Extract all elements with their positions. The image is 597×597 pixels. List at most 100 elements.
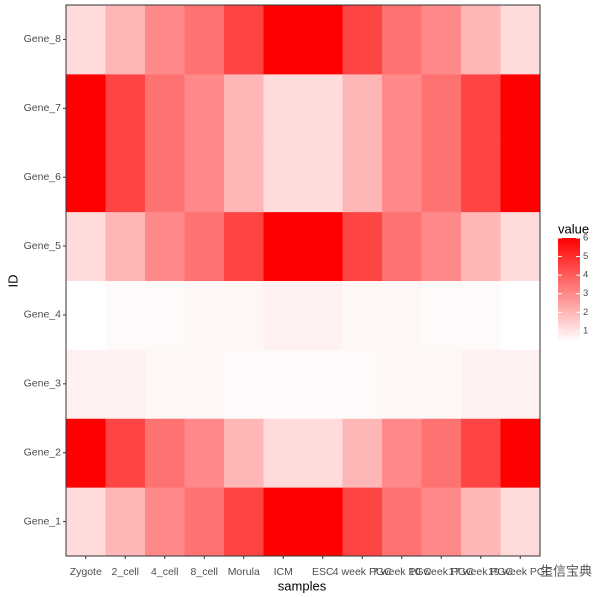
heat-cell [145,5,185,75]
heat-cell [105,73,146,144]
heat-cell [421,211,462,281]
heat-cell [224,142,264,213]
colorbar-tick-label: 2 [583,307,588,318]
y-tick-label: Gene_2 [24,446,62,458]
heat-cell [145,349,185,419]
heat-cell [500,349,541,419]
heat-cell [224,487,264,557]
heat-cell [421,418,462,488]
heat-cell [461,5,501,75]
heat-cell [461,211,501,281]
x-tick-label: Zygote [70,566,102,578]
heat-cell [382,73,422,144]
heat-cell [105,487,146,557]
heat-cell [105,280,146,350]
heat-cell [303,280,343,350]
heat-cell [342,418,383,488]
heat-cell [342,211,383,281]
heat-cell [382,211,422,281]
heat-cell [421,5,462,75]
y-tick-label: Gene_3 [24,378,62,390]
heat-cell [263,349,304,419]
heat-cell [303,5,343,75]
heat-cell [184,211,225,281]
x-tick-label: 7 week PGC [372,566,431,578]
heat-cell [224,418,264,488]
heat-cell [145,418,185,488]
x-tick-label: 4_cell [151,566,178,578]
heat-cell [500,73,541,144]
heat-cell [421,142,462,213]
heat-cell [421,280,462,350]
heat-cell [342,280,383,350]
heat-cell [66,418,106,488]
heat-cell [342,5,383,75]
heat-cell [66,280,106,350]
colorbar-tick-label: 6 [583,233,588,244]
y-tick-label: Gene_8 [24,33,62,45]
heat-cell [500,142,541,213]
heat-cell [382,5,422,75]
heat-cell [105,211,146,281]
x-tick-label: ICM [274,566,293,578]
heat-cell [66,349,106,419]
heat-cell [461,142,501,213]
heat-cell [263,280,304,350]
x-tick-label: 4 week PGC [333,566,392,578]
heat-cell [500,487,541,557]
heat-cell [461,418,501,488]
heat-cell [66,487,106,557]
heat-cell [382,280,422,350]
heat-cell [224,280,264,350]
colorbar [558,238,580,342]
legend-title: value [558,221,589,236]
heat-cell [382,142,422,213]
heat-cell [184,487,225,557]
heat-cell [224,349,264,419]
colorbar-tick-label: 4 [583,270,588,281]
heat-cell [145,280,185,350]
heat-cell [263,418,304,488]
heat-cell [105,142,146,213]
heat-cell [184,73,225,144]
heat-cell [421,73,462,144]
heat-cell [66,5,106,75]
heat-cell [303,349,343,419]
x-tick-label: 10 week PGC [409,566,474,578]
x-axis-label: samples [278,578,327,593]
x-tick-label: 8_cell [191,566,218,578]
y-tick-label: Gene_5 [24,240,62,252]
heat-cell [105,5,146,75]
heat-cell [263,5,304,75]
heat-cell [303,73,343,144]
y-axis-label: ID [5,275,20,288]
heat-cell [500,418,541,488]
heat-cell [263,487,304,557]
y-tick-label: Gene_1 [24,515,62,527]
heat-cell [421,349,462,419]
heat-cell [184,418,225,488]
y-tick-label: Gene_7 [24,102,62,114]
heat-cell [224,5,264,75]
heat-cell [303,142,343,213]
x-tick-label: 19 week PGC [488,566,553,578]
heat-cell [500,211,541,281]
watermark: 生信宝典 [540,563,592,578]
y-tick-label: Gene_4 [24,309,62,321]
heat-cell [66,142,106,213]
heat-cell [461,349,501,419]
x-tick-label: Morula [228,566,260,578]
heat-cell [184,142,225,213]
x-tick-label: ESC [312,566,334,578]
panel-border [65,4,541,557]
heat-cell [342,73,383,144]
x-tick-label: 2_cell [112,566,139,578]
heat-cell [500,280,541,350]
heat-cell [382,487,422,557]
heat-cell [263,73,304,144]
x-tick-label: 17 week PGC [448,566,513,578]
heat-cell [66,73,106,144]
heat-cell [303,418,343,488]
heat-cell [263,211,304,281]
